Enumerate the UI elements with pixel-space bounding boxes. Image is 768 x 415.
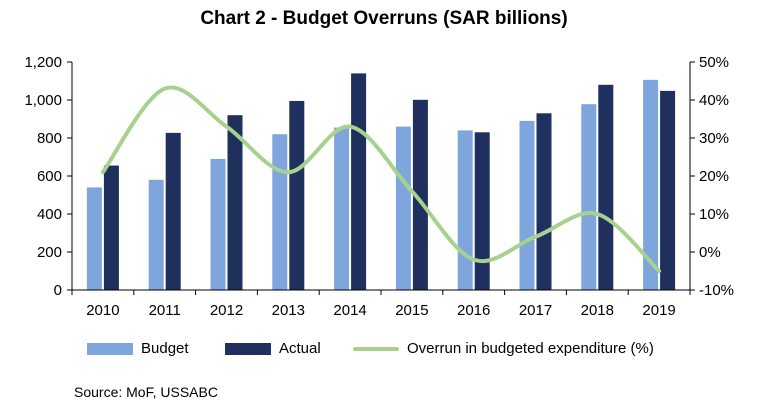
x-tick-label-2010: 2010 xyxy=(86,302,119,319)
bar-budget-2011 xyxy=(148,179,164,290)
legend-label-overrun: Overrun in budgeted expenditure (%) xyxy=(407,340,654,357)
bar-budget-2016 xyxy=(457,130,473,290)
y-left-tick-label: 1,200 xyxy=(24,54,62,71)
y-left-tick-label: 400 xyxy=(37,206,62,223)
legend-swatch-budget xyxy=(87,342,133,355)
y-right-tick-label: 30% xyxy=(699,130,729,147)
x-tick-label-2012: 2012 xyxy=(210,302,243,319)
legend-label-actual: Actual xyxy=(279,340,321,357)
bar-budget-2017 xyxy=(519,120,535,291)
bar-actual-2014 xyxy=(351,73,367,291)
legend-swatch-overrun xyxy=(353,346,399,351)
legend: Budget Actual Overrun in budgeted expend… xyxy=(75,340,715,362)
line-overrun xyxy=(100,85,662,273)
bar-budget-2013 xyxy=(272,134,288,290)
bar-actual-2019 xyxy=(660,90,676,290)
bar-budget-2015 xyxy=(395,126,411,290)
legend-item-budget: Budget xyxy=(87,340,189,357)
bar-budget-2010 xyxy=(86,187,102,290)
y-left-tick-label: 0 xyxy=(54,282,62,299)
legend-item-actual: Actual xyxy=(225,340,321,357)
x-tick-label-2011: 2011 xyxy=(149,302,181,319)
x-tick-label-2014: 2014 xyxy=(333,302,366,319)
y-right-tick-label: 50% xyxy=(699,54,729,71)
y-left-tick-label: 800 xyxy=(37,130,62,147)
y-left-tick-label: 200 xyxy=(37,244,62,261)
y-right-tick-label: 0% xyxy=(699,244,721,261)
bar-actual-2015 xyxy=(412,99,428,290)
x-tick-label-2013: 2013 xyxy=(272,302,305,319)
x-tick-label-2017: 2017 xyxy=(519,302,552,319)
legend-item-overrun: Overrun in budgeted expenditure (%) xyxy=(353,340,654,357)
bar-actual-2010 xyxy=(103,165,119,290)
x-tick-label-2015: 2015 xyxy=(395,302,428,319)
y-left-tick-label: 1,000 xyxy=(24,92,62,109)
legend-label-budget: Budget xyxy=(141,340,189,357)
bar-actual-2011 xyxy=(165,132,181,290)
chart-plot: 2010 2011 2012 2013 2014 2015 2016 2017 2018 2019… xyxy=(24,54,734,319)
chart-title: Chart 2 - Budget Overruns (SAR billions) xyxy=(200,8,568,29)
y-right-tick-label: 40% xyxy=(699,92,729,109)
bar-actual-2018 xyxy=(598,84,614,290)
y-right-tick-label: 10% xyxy=(699,206,729,223)
y-right-tick-label: -10% xyxy=(699,282,734,299)
bar-budget-2012 xyxy=(210,158,226,290)
y-left-tick-label: 600 xyxy=(37,168,62,185)
bar-actual-2012 xyxy=(227,115,243,290)
y-right-tick-label: 20% xyxy=(699,168,729,185)
bar-actual-2013 xyxy=(289,100,305,290)
bar-actual-2016 xyxy=(474,132,490,290)
bar-budget-2019 xyxy=(643,79,659,290)
x-tick-label-2019: 2019 xyxy=(642,302,675,319)
bar-actual-2017 xyxy=(536,113,552,290)
bar-budget-2018 xyxy=(581,104,597,291)
source-note: Source: MoF, USSABC xyxy=(74,384,218,400)
x-tick-label-2016: 2016 xyxy=(457,302,490,319)
legend-swatch-actual xyxy=(225,342,271,355)
x-tick-label-2018: 2018 xyxy=(581,302,614,319)
bar-budget-2014 xyxy=(334,127,350,290)
